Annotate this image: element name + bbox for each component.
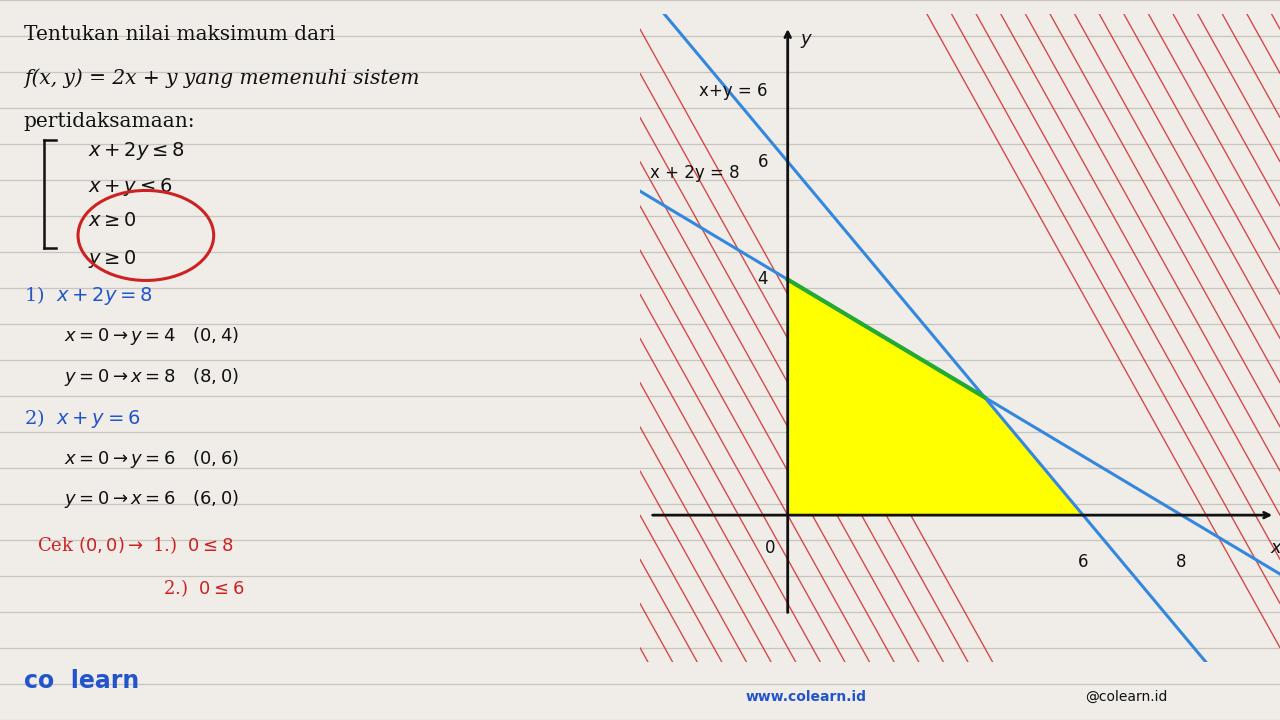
Text: $x + y \leq 6$: $x + y \leq 6$: [88, 176, 173, 199]
Text: Cek $(0,0) \rightarrow$ 1.)  $0 \leq 8$: Cek $(0,0) \rightarrow$ 1.) $0 \leq 8$: [37, 534, 234, 556]
Text: 2.)  $0 \leq 6$: 2.) $0 \leq 6$: [163, 577, 244, 599]
Text: $x \geq 0$: $x \geq 0$: [88, 212, 137, 230]
Text: $y \geq 0$: $y \geq 0$: [88, 248, 137, 271]
Text: co  learn: co learn: [24, 669, 140, 693]
Text: $y = 0 \rightarrow x = 8 \quad (8,0)$: $y = 0 \rightarrow x = 8 \quad (8,0)$: [64, 366, 239, 388]
Text: $x$: $x$: [1270, 539, 1280, 557]
Text: www.colearn.id: www.colearn.id: [746, 690, 867, 704]
Text: pertidaksamaan:: pertidaksamaan:: [24, 112, 196, 130]
Text: $x = 0 \rightarrow y = 6 \quad (0,6)$: $x = 0 \rightarrow y = 6 \quad (0,6)$: [64, 448, 239, 470]
Text: $y$: $y$: [800, 32, 813, 50]
Text: x+y = 6: x+y = 6: [699, 82, 768, 100]
Text: 0: 0: [765, 539, 776, 557]
Text: 2)  $x+y = 6$: 2) $x+y = 6$: [24, 407, 141, 430]
Text: 8: 8: [1176, 554, 1187, 572]
Text: Tentukan nilai maksimum dari: Tentukan nilai maksimum dari: [24, 25, 335, 44]
Text: 1)  $x + 2y = 8$: 1) $x + 2y = 8$: [24, 284, 152, 307]
Polygon shape: [787, 279, 1083, 515]
Text: f(x, y) = 2x + y yang memenuhi sistem: f(x, y) = 2x + y yang memenuhi sistem: [24, 68, 420, 88]
Text: 4: 4: [758, 271, 768, 289]
Text: $x = 0 \rightarrow y = 4 \quad (0,4)$: $x = 0 \rightarrow y = 4 \quad (0,4)$: [64, 325, 239, 348]
Text: 6: 6: [1078, 554, 1088, 572]
Text: 6: 6: [758, 153, 768, 171]
Text: $y = 0 \rightarrow x = 6 \quad (6,0)$: $y = 0 \rightarrow x = 6 \quad (6,0)$: [64, 488, 239, 510]
Text: x + 2y = 8: x + 2y = 8: [650, 164, 740, 182]
Text: $x + 2y \leq 8$: $x + 2y \leq 8$: [88, 140, 186, 163]
Text: @colearn.id: @colearn.id: [1085, 690, 1167, 704]
